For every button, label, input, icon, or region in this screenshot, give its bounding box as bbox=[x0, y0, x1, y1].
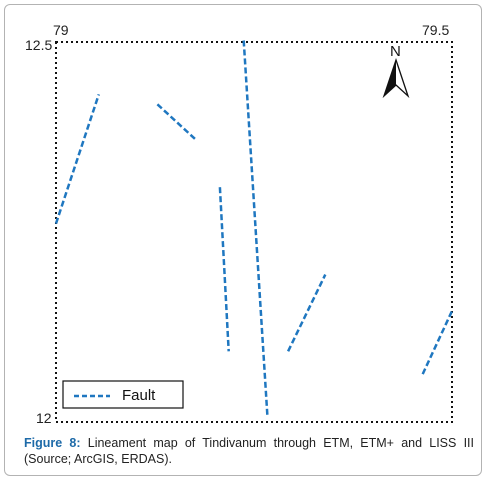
figure-label: Figure 8: bbox=[24, 436, 81, 450]
fault-4 bbox=[218, 187, 230, 352]
fault-2 bbox=[156, 103, 197, 141]
legend-label: Fault bbox=[122, 387, 156, 404]
lat-label-bottom: 12 bbox=[36, 410, 52, 426]
lon-label-left: 79 bbox=[53, 22, 69, 38]
map-border bbox=[55, 41, 453, 423]
legend-box bbox=[62, 380, 184, 409]
legend: Fault bbox=[62, 380, 184, 409]
fault-5 bbox=[286, 274, 327, 352]
fault-3 bbox=[242, 40, 269, 418]
fault-6 bbox=[421, 310, 454, 375]
lon-label-right: 79.5 bbox=[422, 22, 449, 38]
lineament-map: 79 79.5 12.5 12 N Fault bbox=[25, 22, 454, 426]
north-arrow: N bbox=[382, 43, 410, 99]
caption-text: Lineament map of Tindivanum through ETM,… bbox=[24, 436, 474, 466]
fault-lines bbox=[54, 40, 454, 418]
lat-label-top: 12.5 bbox=[25, 37, 52, 53]
north-label: N bbox=[390, 43, 401, 60]
fault-1 bbox=[54, 94, 100, 224]
north-arrow-shade bbox=[384, 60, 396, 96]
figure-caption: Figure 8: Lineament map of Tindivanum th… bbox=[24, 435, 474, 467]
